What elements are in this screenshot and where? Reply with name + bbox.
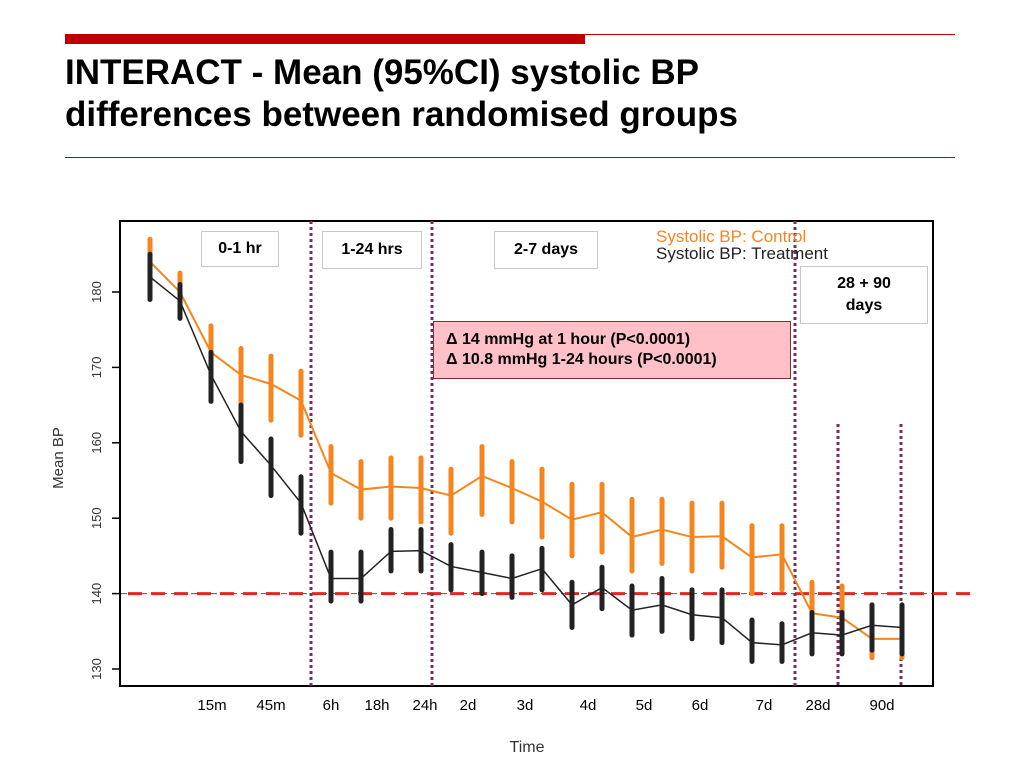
data-point	[388, 548, 394, 554]
y-tick-label: 160	[89, 432, 104, 454]
x-tick-label: 90d	[869, 697, 894, 714]
annotation-line-2: Δ 10.8 mmHg 1-24 hours (P<0.0001)	[446, 351, 717, 368]
y-tick-label: 170	[89, 357, 104, 379]
x-axis: 15m 45m 6h 18h 24h 2d 3d 4d 5d 6d 7d 28d 90d	[197, 697, 894, 714]
data-point	[479, 473, 485, 479]
difference-annotation: Δ 14 mmHg at 1 hour (P<0.0001) Δ 10.8 mm…	[433, 321, 791, 379]
data-point	[659, 527, 665, 533]
y-tick-label: 130	[89, 658, 104, 680]
data-point	[629, 534, 635, 540]
data-point	[268, 462, 274, 468]
data-point	[298, 398, 304, 404]
x-tick-label: 3d	[517, 697, 534, 714]
x-tick-label: 6h	[323, 697, 340, 714]
data-point	[569, 602, 575, 608]
data-point	[509, 485, 515, 491]
data-point	[599, 509, 605, 515]
x-tick-label: 4d	[580, 697, 597, 714]
data-point	[147, 274, 153, 280]
x-axis-label: Time	[510, 739, 545, 756]
slide-title: INTERACT - Mean (95%CI) systolic BP diff…	[65, 52, 965, 136]
x-tick-label: 18h	[364, 697, 389, 714]
period-box-1-24-hrs: 1-24 hrs	[322, 231, 422, 269]
period-box-2-7-days: 2-7 days	[494, 231, 598, 269]
series-line	[149, 276, 903, 646]
data-point	[629, 607, 635, 613]
slide-title-line-2: differences between randomised groups	[65, 95, 738, 134]
data-point	[328, 470, 334, 476]
y-tick-label: 180	[89, 281, 104, 303]
data-point	[238, 428, 244, 434]
data-point	[388, 484, 394, 490]
data-point	[448, 493, 454, 499]
data-point	[839, 632, 845, 638]
y-tick-label: 140	[89, 583, 104, 605]
period-box-28-90-days-line-2: days	[845, 297, 883, 314]
data-point	[689, 612, 695, 618]
data-point	[448, 563, 454, 569]
x-tick-label: 6d	[692, 697, 709, 714]
legend-entry-treatment: Systolic BP: Treatment	[656, 244, 828, 263]
data-point	[358, 576, 364, 582]
data-point	[268, 381, 274, 387]
data-point	[869, 622, 875, 628]
x-tick-label: 15m	[197, 697, 226, 714]
series-line	[149, 261, 902, 640]
x-tick-label: 2d	[460, 697, 477, 714]
treatment-series	[147, 251, 905, 664]
data-point	[659, 602, 665, 608]
title-accent-line	[585, 34, 955, 35]
data-point	[809, 630, 815, 636]
period-box-28-90-days: 28 + 90 days	[800, 266, 928, 324]
legend: Systolic BP: Control Systolic BP: Treatm…	[656, 228, 828, 262]
x-tick-label: 7d	[756, 697, 773, 714]
data-point	[779, 642, 785, 648]
data-point	[749, 554, 755, 560]
data-point	[539, 499, 545, 505]
data-point	[238, 372, 244, 378]
data-point	[539, 566, 545, 572]
data-point	[599, 585, 605, 591]
data-point	[509, 576, 515, 582]
y-tick-label: 150	[89, 507, 104, 529]
data-point	[208, 372, 214, 378]
data-point	[177, 298, 183, 304]
data-point	[899, 625, 905, 631]
data-point	[479, 569, 485, 575]
data-point	[358, 487, 364, 493]
period-box-28-90-days-line-1: 28 + 90	[837, 275, 891, 292]
data-point	[689, 534, 695, 540]
y-axis: 130 140 150 160 170 180	[89, 281, 120, 680]
slide-title-line-1: INTERACT - Mean (95%CI) systolic BP	[65, 53, 699, 92]
data-point	[719, 615, 725, 621]
data-point	[298, 500, 304, 506]
title-accent-bar	[65, 34, 585, 44]
period-box-0-1-hr: 0-1 hr	[201, 231, 279, 267]
x-tick-label: 28d	[805, 697, 830, 714]
data-point	[418, 548, 424, 554]
x-tick-label: 5d	[636, 697, 653, 714]
x-tick-label: 24h	[412, 697, 437, 714]
data-point	[749, 640, 755, 646]
legend-entry-control: Systolic BP: Control	[656, 227, 807, 246]
data-point	[569, 517, 575, 523]
data-point	[779, 551, 785, 557]
data-point	[719, 533, 725, 539]
title-divider	[65, 157, 955, 158]
data-point	[418, 485, 424, 491]
plot-frame	[119, 220, 934, 687]
annotation-line-1: Δ 14 mmHg at 1 hour (P<0.0001)	[446, 331, 691, 348]
data-point	[328, 576, 334, 582]
x-tick-label: 45m	[256, 697, 285, 714]
y-axis-label: Mean BP	[50, 427, 67, 489]
